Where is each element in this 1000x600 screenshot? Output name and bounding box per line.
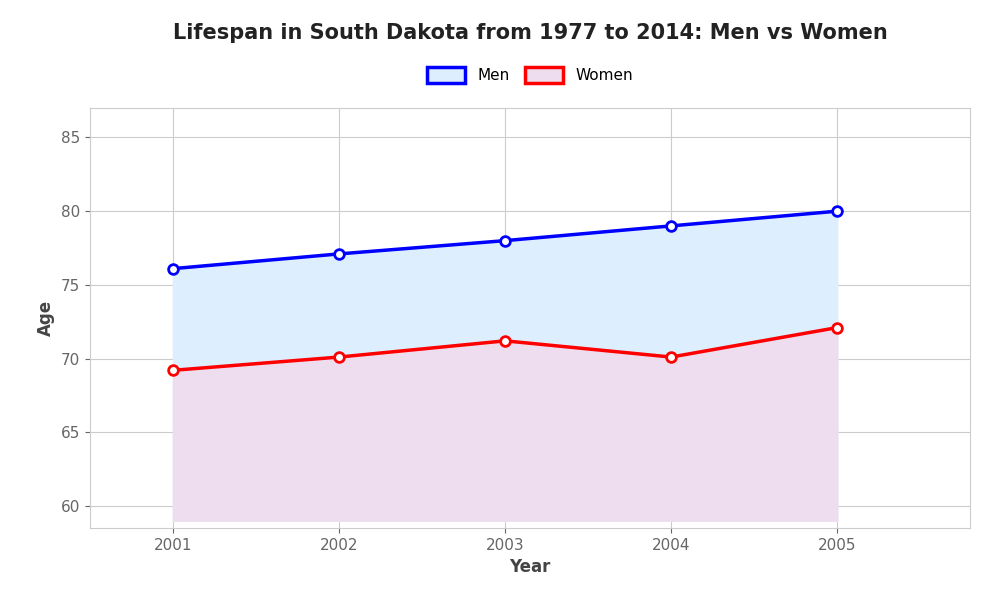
Legend: Men, Women: Men, Women	[421, 61, 639, 89]
Y-axis label: Age: Age	[37, 300, 55, 336]
X-axis label: Year: Year	[509, 558, 551, 576]
Title: Lifespan in South Dakota from 1977 to 2014: Men vs Women: Lifespan in South Dakota from 1977 to 20…	[173, 23, 887, 43]
